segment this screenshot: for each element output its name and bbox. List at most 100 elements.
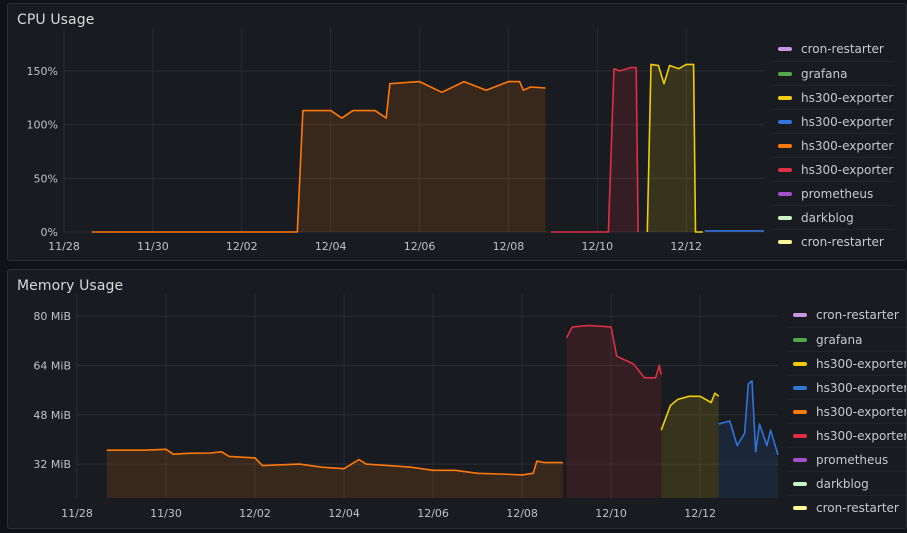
series-area [647,64,703,233]
series-line [646,63,703,233]
legend-item[interactable]: grafana [787,327,906,351]
x-tick-label: 12/08 [493,240,525,253]
legend-swatch [793,409,807,414]
x-tick-label: 11/28 [61,507,93,520]
memory-usage-chart: 32 MiB 48 MiB 64 MiB 80 MiB 11/28 11/30 12/02 1… [33,294,779,520]
legend-item[interactable]: cron-restarter [787,495,906,519]
y-tick-label: 50% [34,172,58,185]
legend-label: hs300-exporter [801,114,894,129]
legend-item[interactable]: hs300-exporter [787,399,907,423]
y-tick-label: 150% [27,65,58,78]
legend-label: hs300-exporter [816,404,907,419]
legend-swatch [793,337,807,342]
x-tick-label: 12/04 [315,240,347,253]
legend-item[interactable]: darkblog [772,205,894,229]
legend-label: prometheus [816,452,889,467]
series-line [660,392,720,431]
series-area [566,325,662,498]
cpu-usage-panel: CPU Usage 0% 50% 100% 150% 11/28 11/30 12/02 12… [7,3,907,261]
series-area [551,67,639,232]
series-line [91,80,546,233]
legend-label: prometheus [801,186,874,201]
legend-item[interactable]: prometheus [772,181,894,205]
x-tick-label: 11/28 [48,240,80,253]
legend-swatch [793,385,807,390]
legend-swatch [778,143,792,148]
grid [76,294,778,498]
legend-label: hs300-exporter [801,90,894,105]
legend-swatch [778,167,792,172]
legend-label: hs300-exporter [816,428,907,443]
legend-label: cron-restarter [801,42,884,56]
legend-item[interactable]: hs300-exporter [787,351,907,375]
panel-title: Memory Usage [17,278,124,294]
legend-swatch [778,191,792,196]
x-tick-label: 12/12 [670,240,702,253]
x-tick-label: 12/06 [404,240,436,253]
memory-legend: cron-restarter grafana hs300-exporter hs300… [787,303,907,519]
legend-swatch [793,457,807,462]
legend-label: hs300-exporter [801,162,894,177]
legend-swatch [778,119,792,124]
legend-label: grafana [816,332,863,347]
x-tick-label: 12/10 [581,240,613,253]
x-tick-label: 12/02 [239,507,271,520]
legend-item[interactable]: hs300-exporter [787,375,907,399]
cpu-legend: cron-restarter grafana hs300-exporter hs300… [772,37,894,253]
x-tick-label: 12/08 [506,507,538,520]
legend-label: hs300-exporter [816,380,907,395]
series-line [551,66,639,233]
y-tick-label: 32 MiB [33,458,71,471]
x-tick-label: 12/10 [595,507,627,520]
y-tick-label: 100% [27,119,58,132]
legend-label: cron-restarter [816,500,899,515]
panel-title: CPU Usage [17,12,95,28]
y-tick-label: 64 MiB [33,359,71,372]
series-line [565,324,662,379]
legend-item[interactable]: hs300-exporter [772,133,894,157]
y-tick-label: 48 MiB [33,409,71,422]
cpu-usage-chart: 0% 50% 100% 150% 11/28 11/30 12/02 12/04 12/06 12… [27,28,764,253]
legend-swatch [778,71,792,76]
series-line [718,380,779,456]
legend-swatch [778,239,792,244]
x-tick-label: 12/02 [226,240,258,253]
legend-item[interactable]: hs300-exporter [772,109,894,133]
series-area [91,81,546,232]
legend-label: hs300-exporter [816,356,907,371]
legend-swatch [778,95,792,100]
legend-label: cron-restarter [801,234,884,249]
legend-item[interactable]: cron-restarter [787,303,906,327]
legend-swatch [793,361,807,366]
legend-label: grafana [801,66,848,81]
legend-item[interactable]: grafana [772,61,894,85]
memory-usage-panel: Memory Usage 32 MiB 48 MiB 64 MiB 80 MiB 11/… [7,269,907,529]
legend-swatch [778,47,792,51]
series-area [661,393,719,498]
legend-item[interactable]: hs300-exporter [787,423,907,447]
grid [63,28,764,233]
x-tick-label: 11/30 [150,507,182,520]
legend-item[interactable]: cron-restarter [772,37,893,61]
legend-swatch [793,481,807,486]
x-tick-label: 11/30 [137,240,169,253]
legend-item[interactable]: prometheus [787,447,906,471]
legend-item[interactable]: hs300-exporter [772,85,894,109]
legend-item[interactable]: cron-restarter [772,229,894,253]
x-tick-label: 12/04 [328,507,360,520]
y-tick-label: 0% [41,226,58,239]
legend-item[interactable]: hs300-exporter [772,157,894,181]
x-tick-label: 12/12 [684,507,716,520]
legend-item[interactable]: darkblog [787,471,906,495]
x-tick-label: 12/06 [417,507,449,520]
legend-label: darkblog [816,476,869,491]
legend-swatch [793,313,807,317]
legend-swatch [778,215,792,220]
legend-label: darkblog [801,210,854,225]
legend-label: cron-restarter [816,308,899,322]
legend-label: hs300-exporter [801,138,894,153]
series-line [106,448,563,476]
legend-swatch [793,433,807,438]
legend-swatch [793,505,807,510]
series-area [106,449,563,498]
